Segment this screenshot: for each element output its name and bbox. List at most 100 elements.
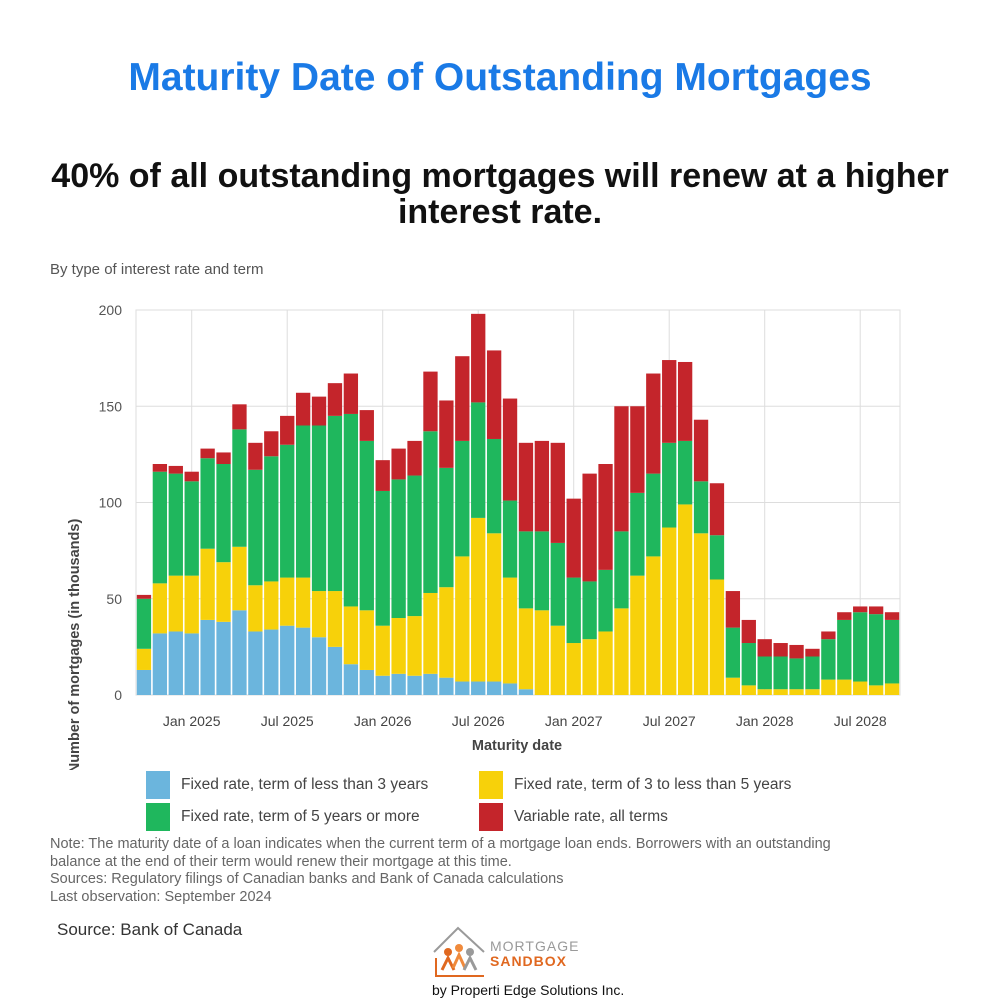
- bar-segment: [136, 648, 152, 670]
- bar-segment: [168, 631, 183, 695]
- bar-segment: [837, 619, 852, 680]
- bar-segment: [423, 673, 438, 695]
- legend-label: Fixed rate, term of less than 3 years: [181, 776, 429, 793]
- bar-segment: [471, 681, 486, 695]
- legend-swatch: [479, 771, 503, 799]
- bar-segment: [232, 546, 247, 611]
- bar-segment: [773, 689, 788, 695]
- bar-segment: [200, 619, 215, 695]
- bar-segment: [407, 616, 422, 676]
- x-tick-label: Jan 2028: [736, 713, 794, 729]
- bar-segment: [821, 639, 836, 680]
- y-axis-label: Number of mortgages (in thousands): [67, 519, 83, 770]
- bar-segment: [614, 531, 629, 609]
- bar-segment: [677, 361, 693, 441]
- bar-segment: [646, 373, 661, 474]
- x-tick-label: Jul 2027: [643, 713, 696, 729]
- legend-item-fixed-3to5: Fixed rate, term of 3 to less than 5 yea…: [479, 771, 791, 799]
- legend-swatch: [146, 771, 170, 799]
- bar-segment: [216, 621, 231, 695]
- bar-segment: [295, 392, 311, 426]
- bar-segment: [232, 404, 247, 430]
- bar-segment: [853, 681, 868, 695]
- bar-segment: [566, 643, 581, 695]
- bar-segment: [486, 533, 502, 682]
- bar-segment: [216, 452, 231, 464]
- bar-segment: [280, 577, 295, 626]
- bar-segment: [550, 542, 565, 626]
- bar-segment: [264, 456, 279, 582]
- bar-segment: [518, 531, 534, 609]
- bar-segment: [232, 429, 247, 547]
- bar-segment: [566, 577, 581, 644]
- bar-segment: [471, 517, 486, 682]
- bar-segment: [264, 431, 279, 457]
- page-title: Maturity Date of Outstanding Mortgages: [128, 56, 872, 99]
- bar-segment: [455, 556, 470, 682]
- bar-segment: [853, 612, 868, 682]
- bar-segment: [423, 592, 438, 674]
- bar-segment: [837, 679, 852, 695]
- bar-segment: [757, 639, 772, 657]
- bar-segment: [375, 490, 390, 626]
- bar-segment: [773, 656, 788, 690]
- bar-segment: [677, 440, 693, 505]
- bar-segment: [391, 479, 406, 618]
- bar-segment: [311, 637, 327, 695]
- bar-segment: [693, 419, 709, 482]
- bar-segment: [662, 360, 677, 443]
- bar-segment: [391, 448, 406, 480]
- bar-segment: [439, 400, 454, 468]
- bar-segment: [805, 689, 820, 695]
- bar-segment: [741, 643, 756, 686]
- bar-segment: [614, 406, 629, 532]
- bar-segment: [773, 643, 788, 657]
- bar-segment: [327, 646, 343, 695]
- bar-segment: [184, 575, 199, 634]
- bar-segment: [868, 606, 884, 615]
- bar-segment: [646, 473, 661, 557]
- bar-segment: [534, 531, 550, 611]
- bar-segment: [455, 681, 470, 695]
- bar-segment: [486, 681, 502, 695]
- bar-segment: [757, 656, 772, 690]
- x-tick-label: Jan 2027: [545, 713, 603, 729]
- bar-segment: [327, 415, 343, 592]
- bar-segment: [232, 610, 247, 695]
- bar-segment: [343, 413, 359, 607]
- legend-swatch: [479, 803, 503, 831]
- bar-segment: [502, 577, 518, 684]
- bar-segment: [884, 619, 900, 684]
- bar-segment: [200, 548, 215, 620]
- bar-segment: [598, 631, 613, 695]
- bar-segment: [614, 608, 629, 695]
- note-line: Last observation: September 2024: [50, 888, 272, 905]
- legend-label: Fixed rate, term of 5 years or more: [181, 808, 420, 825]
- bar-segment: [455, 440, 470, 557]
- y-tick-label: 150: [99, 398, 123, 414]
- bar-segment: [311, 425, 327, 592]
- x-axis-label: Maturity date: [472, 738, 562, 754]
- bar-segment: [200, 458, 215, 549]
- legend-label: Fixed rate, term of 3 to less than 5 yea…: [514, 776, 792, 793]
- bar-segment: [709, 535, 725, 580]
- x-tick-label: Jan 2026: [354, 713, 412, 729]
- legend-swatch: [146, 803, 170, 831]
- bar-segment: [725, 627, 741, 678]
- bar-segment: [821, 679, 836, 695]
- bar-segment: [311, 591, 327, 638]
- bar-segment: [709, 579, 725, 695]
- bar-segment: [725, 677, 741, 695]
- bar-segment: [486, 350, 502, 439]
- bar-segment: [216, 562, 231, 622]
- bar-segment: [582, 581, 597, 640]
- logo-word-sandbox: SANDBOX: [490, 953, 568, 969]
- bar-segment: [805, 656, 820, 690]
- bar-segment: [789, 658, 804, 690]
- legend-label: Variable rate, all terms: [514, 808, 668, 825]
- bar-segment: [868, 685, 884, 695]
- bar-segment: [280, 625, 295, 695]
- bar-segment: [598, 569, 613, 632]
- house-people-icon: [433, 926, 485, 977]
- note-line: balance at the end of their term would r…: [50, 853, 512, 870]
